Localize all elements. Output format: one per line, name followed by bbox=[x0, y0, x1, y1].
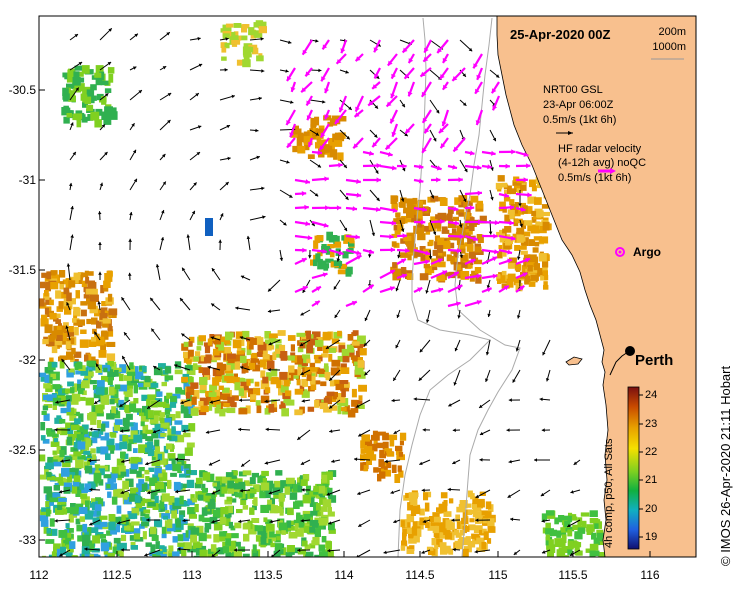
map-frame bbox=[38, 15, 697, 558]
depth-200m-label: 200m bbox=[658, 26, 686, 38]
lat-tick: -31.5 bbox=[8, 263, 36, 277]
lat-tick: -32 bbox=[18, 353, 36, 367]
lat-tick: -31 bbox=[18, 173, 36, 187]
lon-tick: 114 bbox=[334, 568, 354, 582]
lon-tick: 116 bbox=[640, 568, 660, 582]
lat-tick: -33 bbox=[18, 533, 36, 547]
lat-tick: -32.5 bbox=[8, 443, 36, 457]
perth-marker bbox=[625, 346, 635, 356]
sst-patches bbox=[39, 20, 607, 557]
rottnest-island bbox=[565, 356, 583, 366]
colorbar-tick: 20 bbox=[645, 503, 658, 515]
colorbar-label: 4h comp, p50, All Sats bbox=[603, 438, 615, 548]
lat-tick: -30.5 bbox=[8, 83, 36, 97]
perth-label: Perth bbox=[635, 352, 674, 369]
lon-tick: 115.5 bbox=[558, 568, 588, 582]
hf-radar-vectors bbox=[285, 39, 532, 308]
lon-tick: 113 bbox=[182, 568, 202, 582]
colorbar-tick: 23 bbox=[645, 418, 658, 430]
australia-land bbox=[496, 16, 696, 557]
model-scale: 0.5m/s (1kt 6h) bbox=[543, 114, 617, 126]
contour-200m bbox=[454, 17, 521, 557]
argo-float-marker bbox=[615, 247, 625, 257]
lon-tick: 112 bbox=[29, 568, 49, 582]
depth-1000m-label: 1000m bbox=[652, 41, 686, 53]
lon-tick: 114.5 bbox=[405, 568, 435, 582]
colorbar-tick: 22 bbox=[645, 446, 658, 458]
radar-avg: (4-12h avg) noQC bbox=[558, 157, 647, 169]
lon-tick: 115 bbox=[488, 568, 508, 582]
colorbar-tick: 19 bbox=[645, 531, 658, 543]
model-time: 23-Apr 06:00Z bbox=[543, 99, 614, 111]
lon-tick: 112.5 bbox=[102, 568, 132, 582]
model-name: NRT00 GSL bbox=[543, 84, 603, 96]
lon-tick: 113.5 bbox=[253, 568, 283, 582]
colorbar-tick: 24 bbox=[645, 389, 658, 401]
credit-text: © IMOS 26-Apr-2020 21:11 Hobart bbox=[718, 365, 733, 566]
radar-title: HF radar velocity bbox=[558, 143, 642, 155]
argo-label: Argo bbox=[633, 245, 661, 259]
map-title: 25-Apr-2020 00Z bbox=[510, 27, 611, 42]
sst-colorbar bbox=[627, 386, 640, 550]
radar-scale: 0.5m/s (1kt 6h) bbox=[558, 172, 632, 184]
colorbar-tick: 21 bbox=[645, 474, 658, 486]
